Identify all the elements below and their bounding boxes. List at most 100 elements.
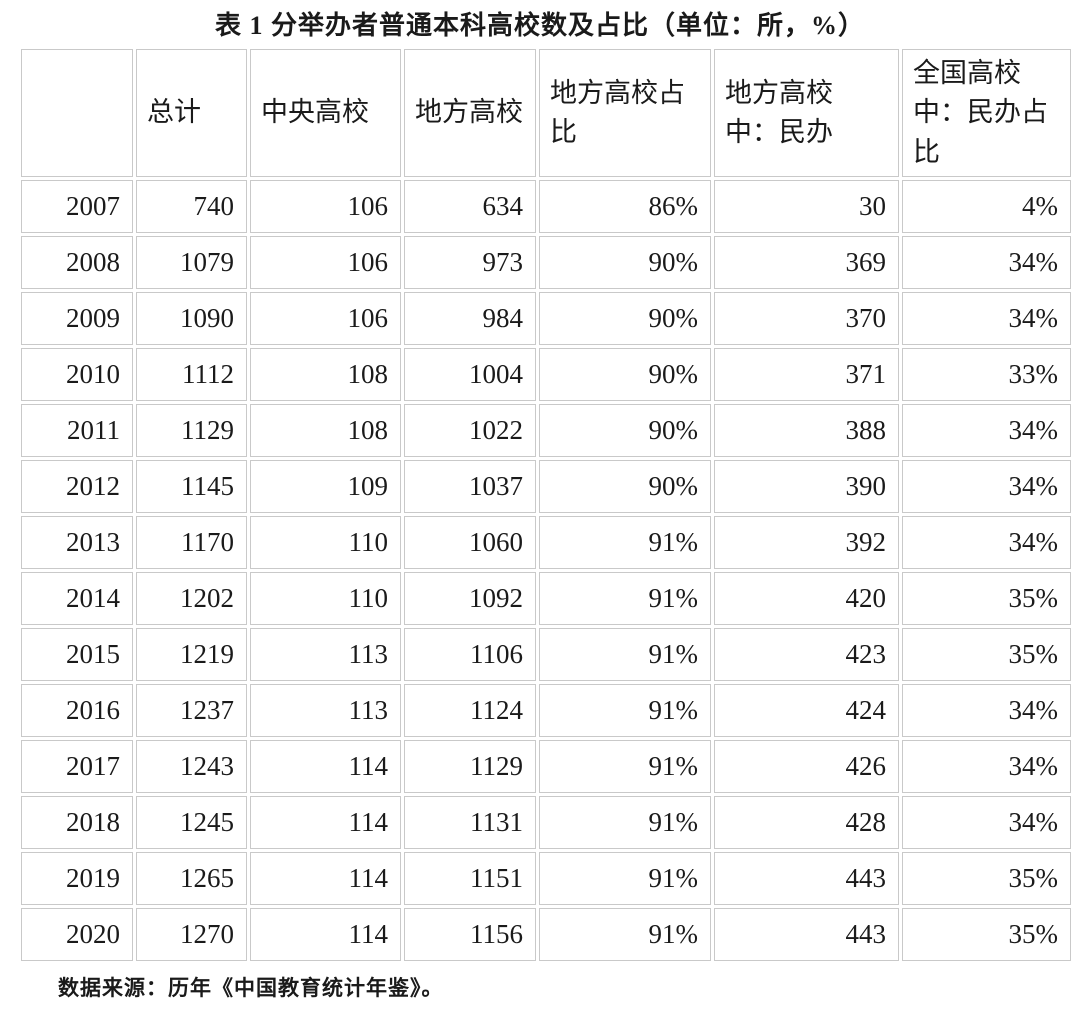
local-cell: 1004 bbox=[404, 348, 536, 401]
national-private-share-cell: 33% bbox=[902, 348, 1071, 401]
total-cell: 1129 bbox=[136, 404, 247, 457]
total-cell: 740 bbox=[136, 180, 247, 233]
local-private-cell: 30 bbox=[714, 180, 899, 233]
table-row: 2010 1112 108 1004 90% 371 33% bbox=[21, 348, 1071, 401]
local-cell: 1124 bbox=[404, 684, 536, 737]
year-cell: 2017 bbox=[21, 740, 133, 793]
table-row: 2008 1079 106 973 90% 369 34% bbox=[21, 236, 1071, 289]
total-cell: 1112 bbox=[136, 348, 247, 401]
total-cell: 1202 bbox=[136, 572, 247, 625]
local-private-cell: 424 bbox=[714, 684, 899, 737]
central-cell: 113 bbox=[250, 684, 401, 737]
table-row: 2013 1170 110 1060 91% 392 34% bbox=[21, 516, 1071, 569]
local-cell: 1060 bbox=[404, 516, 536, 569]
local-private-cell: 443 bbox=[714, 908, 899, 961]
header-row: 总计 中央高校 地方高校 地方高校占 比 地方高校 中：民办 全国高校 中：民办… bbox=[21, 49, 1071, 177]
local-share-cell: 91% bbox=[539, 572, 711, 625]
table-row: 2014 1202 110 1092 91% 420 35% bbox=[21, 572, 1071, 625]
national-private-share-cell: 34% bbox=[902, 236, 1071, 289]
central-cell: 114 bbox=[250, 908, 401, 961]
year-cell: 2013 bbox=[21, 516, 133, 569]
total-cell: 1219 bbox=[136, 628, 247, 681]
central-cell: 109 bbox=[250, 460, 401, 513]
year-cell: 2007 bbox=[21, 180, 133, 233]
table-row: 2020 1270 114 1156 91% 443 35% bbox=[21, 908, 1071, 961]
table-row: 2016 1237 113 1124 91% 424 34% bbox=[21, 684, 1071, 737]
table-row: 2009 1090 106 984 90% 370 34% bbox=[21, 292, 1071, 345]
local-private-cell: 388 bbox=[714, 404, 899, 457]
table-row: 2018 1245 114 1131 91% 428 34% bbox=[21, 796, 1071, 849]
local-private-cell: 426 bbox=[714, 740, 899, 793]
total-cell: 1245 bbox=[136, 796, 247, 849]
local-private-cell: 370 bbox=[714, 292, 899, 345]
local-share-cell: 91% bbox=[539, 684, 711, 737]
local-share-cell: 91% bbox=[539, 796, 711, 849]
source-note: 数据来源：历年《中国教育统计年鉴》。 bbox=[58, 976, 444, 1000]
local-cell: 1106 bbox=[404, 628, 536, 681]
header-national-private-share: 全国高校 中：民办占 比 bbox=[902, 49, 1071, 177]
year-cell: 2008 bbox=[21, 236, 133, 289]
table-caption: 表 1 分举办者普通本科高校数及占比（单位：所，%） bbox=[214, 11, 865, 40]
central-cell: 106 bbox=[250, 180, 401, 233]
national-private-share-cell: 35% bbox=[902, 852, 1071, 905]
central-cell: 108 bbox=[250, 404, 401, 457]
local-cell: 634 bbox=[404, 180, 536, 233]
local-private-cell: 369 bbox=[714, 236, 899, 289]
table-row: 2019 1265 114 1151 91% 443 35% bbox=[21, 852, 1071, 905]
local-private-cell: 428 bbox=[714, 796, 899, 849]
year-cell: 2020 bbox=[21, 908, 133, 961]
total-cell: 1090 bbox=[136, 292, 247, 345]
national-private-share-cell: 34% bbox=[902, 292, 1071, 345]
national-private-share-cell: 35% bbox=[902, 908, 1071, 961]
local-share-cell: 86% bbox=[539, 180, 711, 233]
local-share-cell: 91% bbox=[539, 908, 711, 961]
year-cell: 2018 bbox=[21, 796, 133, 849]
total-cell: 1170 bbox=[136, 516, 247, 569]
table-row: 2012 1145 109 1037 90% 390 34% bbox=[21, 460, 1071, 513]
total-cell: 1237 bbox=[136, 684, 247, 737]
local-share-cell: 91% bbox=[539, 740, 711, 793]
local-private-cell: 392 bbox=[714, 516, 899, 569]
local-share-cell: 90% bbox=[539, 292, 711, 345]
national-private-share-cell: 34% bbox=[902, 516, 1071, 569]
total-cell: 1079 bbox=[136, 236, 247, 289]
national-private-share-cell: 35% bbox=[902, 572, 1071, 625]
local-cell: 1151 bbox=[404, 852, 536, 905]
year-cell: 2011 bbox=[21, 404, 133, 457]
header-central: 中央高校 bbox=[250, 49, 401, 177]
local-share-cell: 90% bbox=[539, 348, 711, 401]
total-cell: 1145 bbox=[136, 460, 247, 513]
central-cell: 110 bbox=[250, 572, 401, 625]
local-share-cell: 91% bbox=[539, 516, 711, 569]
national-private-share-cell: 34% bbox=[902, 684, 1071, 737]
local-cell: 1156 bbox=[404, 908, 536, 961]
local-cell: 984 bbox=[404, 292, 536, 345]
header-year bbox=[21, 49, 133, 177]
local-private-cell: 390 bbox=[714, 460, 899, 513]
central-cell: 114 bbox=[250, 740, 401, 793]
header-local-private: 地方高校 中：民办 bbox=[714, 49, 899, 177]
local-share-cell: 90% bbox=[539, 460, 711, 513]
central-cell: 113 bbox=[250, 628, 401, 681]
central-cell: 108 bbox=[250, 348, 401, 401]
year-cell: 2019 bbox=[21, 852, 133, 905]
national-private-share-cell: 34% bbox=[902, 796, 1071, 849]
year-cell: 2012 bbox=[21, 460, 133, 513]
local-share-cell: 91% bbox=[539, 852, 711, 905]
local-private-cell: 371 bbox=[714, 348, 899, 401]
year-cell: 2010 bbox=[21, 348, 133, 401]
national-private-share-cell: 4% bbox=[902, 180, 1071, 233]
local-cell: 1131 bbox=[404, 796, 536, 849]
year-cell: 2016 bbox=[21, 684, 133, 737]
local-share-cell: 91% bbox=[539, 628, 711, 681]
national-private-share-cell: 35% bbox=[902, 628, 1071, 681]
local-cell: 1129 bbox=[404, 740, 536, 793]
table-row: 2011 1129 108 1022 90% 388 34% bbox=[21, 404, 1071, 457]
local-cell: 1022 bbox=[404, 404, 536, 457]
local-cell: 973 bbox=[404, 236, 536, 289]
central-cell: 114 bbox=[250, 796, 401, 849]
table-row: 2015 1219 113 1106 91% 423 35% bbox=[21, 628, 1071, 681]
national-private-share-cell: 34% bbox=[902, 404, 1071, 457]
local-share-cell: 90% bbox=[539, 236, 711, 289]
header-local: 地方高校 bbox=[404, 49, 536, 177]
